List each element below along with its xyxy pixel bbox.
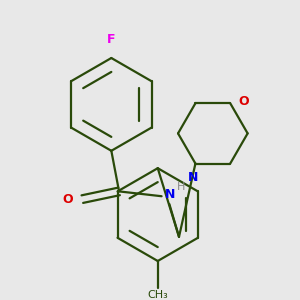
Text: O: O [238, 95, 249, 108]
Text: O: O [62, 193, 73, 206]
Text: N: N [164, 188, 175, 201]
Text: H: H [177, 182, 185, 192]
Text: N: N [188, 171, 199, 184]
Text: F: F [107, 33, 116, 46]
Text: CH₃: CH₃ [147, 290, 168, 300]
